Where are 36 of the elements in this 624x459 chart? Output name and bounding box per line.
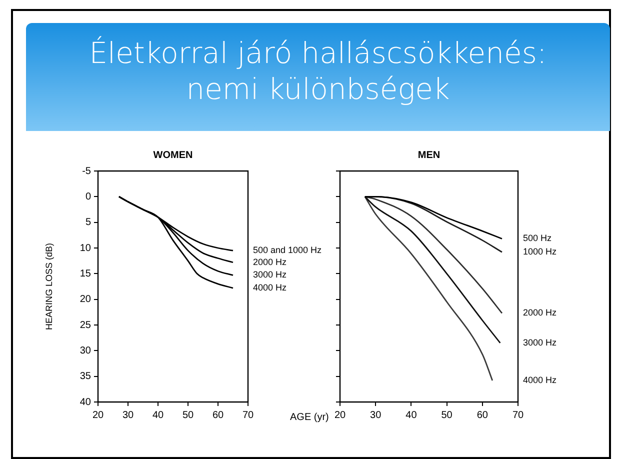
text: 4000 Hz [523, 374, 558, 385]
y-tick-label: 10 [80, 242, 92, 254]
y-tick-label: 35 [80, 371, 92, 382]
y-axis-title: HEARING LOSS (dB) [44, 242, 54, 330]
x-axis-title: AGE (yr) [290, 412, 329, 423]
y-tick-label: 30 [80, 345, 92, 356]
text: 3000 Hz [253, 270, 288, 280]
x-tick-label: 20 [92, 410, 104, 421]
y-tick-label: 0 [85, 191, 92, 202]
x-tick-label: 70 [242, 410, 254, 421]
x-tick-label: 60 [476, 410, 488, 421]
text: 2000 Hz [523, 308, 558, 318]
chart-subtitle: WOMEN [152, 150, 194, 162]
y-tick-label: 15 [80, 268, 92, 280]
y-tick-label: 20 [80, 294, 92, 306]
text: 500 and 1000 Hz [253, 245, 322, 256]
x-tick-label: 60 [212, 410, 224, 421]
text: 3000 Hz [523, 337, 558, 348]
x-tick-label: 50 [441, 410, 453, 421]
text: Életkorral járó halláscsökkenés: nemi különbségek [88, 35, 548, 107]
text: 1000 Hz [523, 246, 558, 257]
text: 2000 Hz [253, 256, 288, 267]
x-tick-label: 40 [152, 410, 164, 421]
text: 4000 Hz [253, 282, 288, 293]
chart-subtitle: MEN [416, 150, 442, 162]
text: 500 Hz [523, 233, 552, 244]
x-tick-label: 70 [512, 410, 524, 421]
x-tick-label: 20 [334, 410, 346, 421]
y-tick-label: -5 [82, 166, 92, 177]
y-tick-label: 5 [85, 217, 92, 228]
y-tick-label: 40 [80, 396, 92, 408]
x-tick-label: 30 [122, 410, 134, 421]
x-tick-label: 50 [182, 410, 194, 421]
x-tick-label: 40 [406, 410, 418, 421]
x-tick-label: 30 [370, 410, 382, 421]
y-tick-label: 25 [80, 320, 92, 331]
